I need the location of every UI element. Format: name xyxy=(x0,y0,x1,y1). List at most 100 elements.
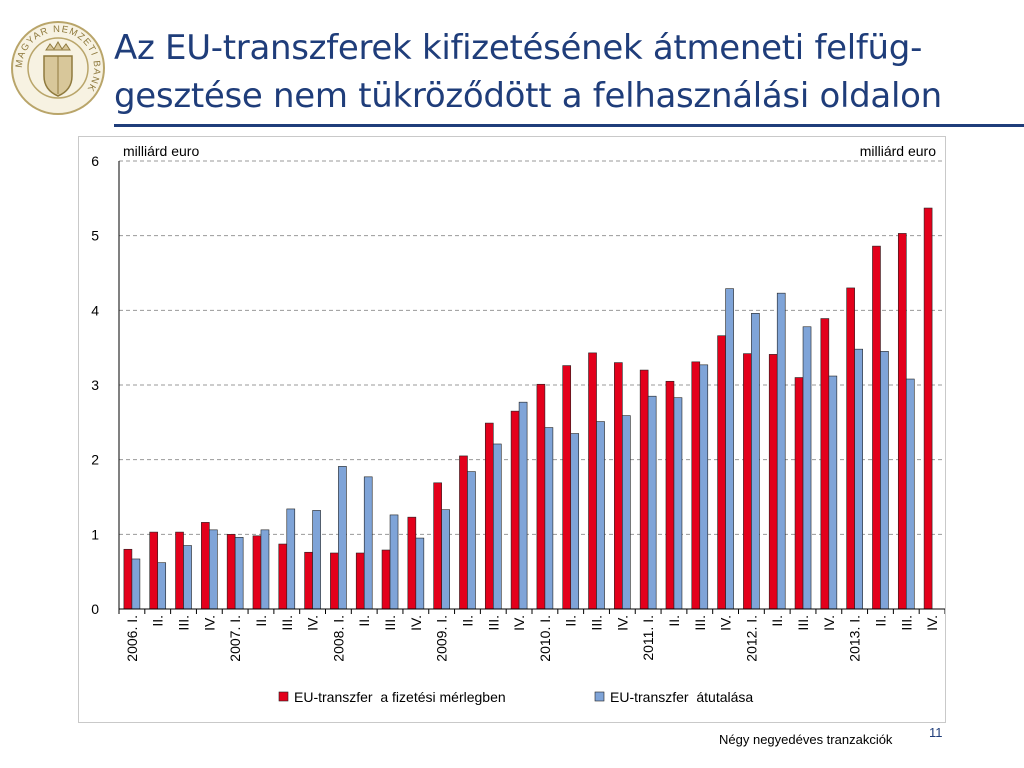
bar-eu-transfer-bop xyxy=(897,233,907,610)
x-tick-label: IV. xyxy=(718,615,734,631)
bar-eu-transfer-bop xyxy=(639,369,649,610)
bar-eu-transfer-bop xyxy=(794,377,804,610)
x-tick-label: 2013. I. xyxy=(847,615,863,662)
x-tick-label: III. xyxy=(382,615,398,631)
bar-eu-transfer-payment xyxy=(751,313,760,610)
bar-eu-transfer-payment xyxy=(492,443,502,610)
bar-eu-transfer-bop xyxy=(562,365,572,610)
bar-eu-transfer-payment xyxy=(518,401,528,610)
bar-eu-transfer-bop xyxy=(717,335,726,610)
x-tick-label: IV. xyxy=(511,615,527,631)
bar-eu-transfer-bop xyxy=(381,549,391,610)
bar-eu-transfer-payment xyxy=(338,466,347,610)
x-axis-labels: 2006. I. II. III. IV. 2007. I. II. III. IV. 2008… xyxy=(124,615,940,662)
bar-eu-transfer-bop xyxy=(691,361,701,610)
bar-eu-transfer-bop xyxy=(201,522,210,610)
legend-label: EU-transzfer átutalása xyxy=(610,689,753,705)
x-tick-label: III. xyxy=(692,615,708,631)
chart-axes xyxy=(118,161,946,614)
x-tick-label: II. xyxy=(356,615,372,627)
x-tick-label: II. xyxy=(769,615,785,627)
bar-eu-transfer-bop xyxy=(820,318,830,610)
bar-eu-transfer-payment xyxy=(880,351,889,610)
bar-eu-transfer-bop xyxy=(304,551,313,610)
x-tick-label: III. xyxy=(176,615,192,631)
x-tick-label: 2011. I. xyxy=(640,615,656,661)
page-number: 11 xyxy=(929,725,943,740)
bar-eu-transfer-payment xyxy=(441,509,450,610)
y-tick-label-left: 6 xyxy=(91,153,99,169)
x-tick-label: IV. xyxy=(614,615,630,631)
x-tick-label: 2008. I. xyxy=(330,615,346,662)
bar-eu-transfer-payment xyxy=(415,537,425,610)
x-tick-label: IV. xyxy=(821,615,837,631)
x-tick-label: 2009. I. xyxy=(434,615,450,662)
bar-eu-transfer-payment xyxy=(905,378,915,610)
bar-eu-transfer-payment xyxy=(776,292,786,610)
bar-eu-transfer-bop xyxy=(175,531,184,610)
bar-eu-transfer-bop xyxy=(149,531,159,610)
bar-eu-transfer-payment xyxy=(389,514,399,610)
x-tick-label: 2010. I. xyxy=(537,615,553,662)
x-tick-label: III. xyxy=(589,615,605,631)
bar-eu-transfer-bop xyxy=(923,207,933,610)
legend-swatch xyxy=(594,691,605,702)
bar-eu-transfer-payment xyxy=(286,508,296,610)
bar-eu-transfer-bop xyxy=(484,422,494,610)
slide-title: Az EU-transzferek kifizetésének átmeneti… xyxy=(114,28,942,116)
footnote: Négy negyedéves tranzakciók xyxy=(719,732,893,747)
x-tick-label: IV. xyxy=(201,615,217,631)
bar-eu-transfer-payment xyxy=(544,427,554,610)
bar-eu-transfer-bop xyxy=(510,410,520,610)
y-axis-left-unit: milliárd euro xyxy=(123,143,199,159)
y-tick-label-left: 2 xyxy=(91,452,99,468)
bar-eu-transfer-payment xyxy=(312,510,321,610)
bar-eu-transfer-payment xyxy=(699,364,709,610)
x-tick-label: III. xyxy=(795,615,811,631)
x-tick-label: 2007. I. xyxy=(227,615,243,662)
y-tick-label-left: 5 xyxy=(91,228,99,244)
x-tick-label: IV. xyxy=(924,615,940,631)
bar-eu-transfer-payment xyxy=(131,558,141,610)
x-tick-label: II. xyxy=(666,615,682,627)
x-tick-label: 2006. I. xyxy=(124,615,140,662)
bar-eu-transfer-bop xyxy=(768,354,778,610)
bar-eu-transfer-bop xyxy=(226,534,236,610)
bar-eu-transfer-bop xyxy=(743,353,752,610)
x-tick-label: III. xyxy=(279,615,295,631)
bar-eu-transfer-bop xyxy=(588,352,597,610)
bar-eu-transfer-bop xyxy=(665,380,675,610)
x-tick-label: III. xyxy=(898,615,914,631)
bar-eu-transfer-payment xyxy=(596,421,605,610)
bar-eu-transfer-bop xyxy=(614,362,623,610)
legend-swatch xyxy=(278,691,289,702)
bar-eu-transfer-payment xyxy=(673,397,683,610)
bar-eu-transfer-payment xyxy=(570,433,580,610)
x-tick-label: 2012. I. xyxy=(743,615,759,662)
bar-eu-transfer-bop xyxy=(278,543,288,610)
y-tick-label-left: 4 xyxy=(91,302,99,318)
central-bank-logo: MAGYAR NEMZETI BANK xyxy=(8,18,108,118)
chart-bars xyxy=(123,207,933,610)
bar-eu-transfer-payment xyxy=(157,562,167,610)
chart-legend: EU-transzfer a fizetési mérlegben EU-tran… xyxy=(278,689,753,705)
title-divider xyxy=(114,124,1024,127)
x-tick-label: II. xyxy=(872,615,888,627)
x-tick-label: II. xyxy=(459,615,475,627)
y-axis-left-labels: 0 1 2 3 4 5 6 xyxy=(91,153,99,617)
bar-eu-transfer-payment xyxy=(854,348,863,610)
y-axis-right-unit: milliárd euro xyxy=(860,143,936,159)
bar-eu-transfer-bop xyxy=(846,287,855,610)
x-tick-label: III. xyxy=(485,615,501,631)
bar-eu-transfer-bop xyxy=(433,482,442,610)
bar-eu-transfer-bop xyxy=(123,548,133,610)
y-tick-label-left: 0 xyxy=(91,601,99,617)
bar-eu-transfer-payment xyxy=(802,326,812,610)
x-tick-label: IV. xyxy=(305,615,321,631)
bar-eu-transfer-payment xyxy=(647,395,657,610)
bar-eu-transfer-bop xyxy=(330,552,339,610)
bar-eu-transfer-payment xyxy=(725,288,734,610)
x-tick-label: II. xyxy=(563,615,579,627)
bar-eu-transfer-bop xyxy=(536,383,546,610)
legend-label: EU-transzfer a fizetési mérlegben xyxy=(294,689,506,705)
